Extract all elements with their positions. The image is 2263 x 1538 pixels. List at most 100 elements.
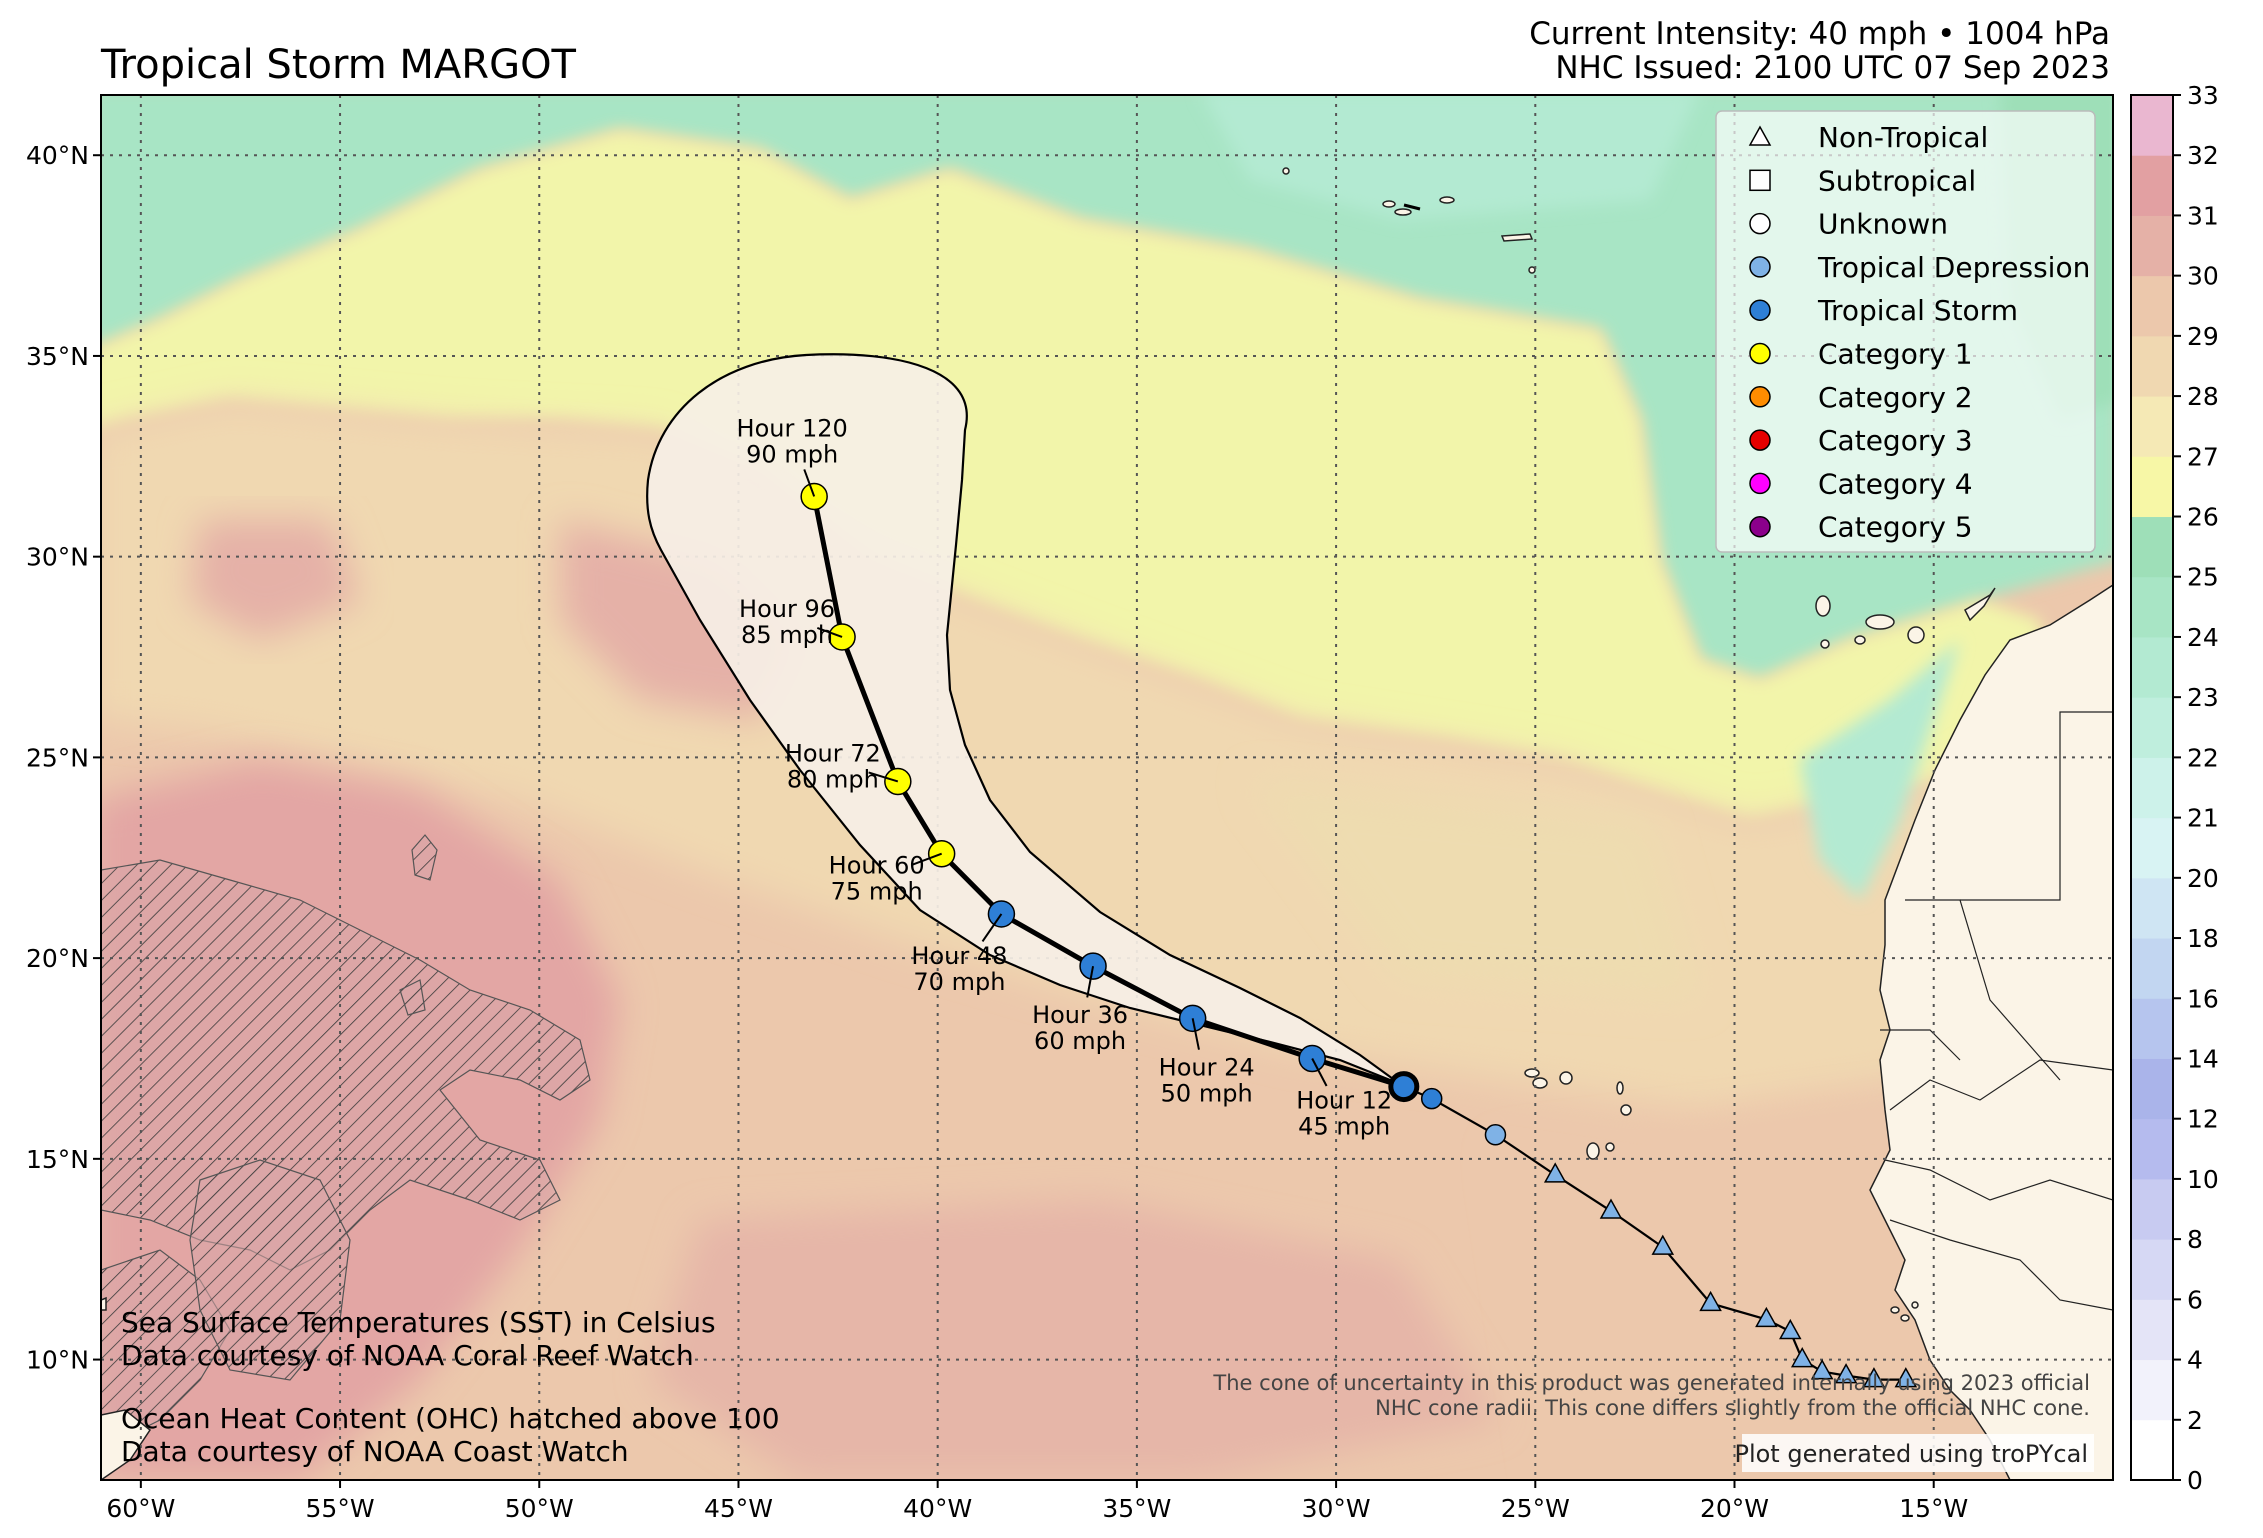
colorbar-segment bbox=[2131, 275, 2173, 337]
colorbar-tick-label: 25 bbox=[2187, 563, 2219, 592]
ohc-source-note: Data courtesy of NOAA Coast Watch bbox=[121, 1435, 629, 1468]
legend-symbol-circle bbox=[1749, 472, 1771, 495]
colorbar-tick-label: 33 bbox=[2187, 81, 2219, 110]
lon-tick-label: 50°W bbox=[505, 1494, 574, 1523]
legend-symbol-circle bbox=[1749, 256, 1771, 278]
latitude-ticks: 10°N 15°N 20°N 25°N 30°N 35°N 40°N bbox=[26, 141, 101, 1375]
lat-tick-label: 30°N bbox=[26, 543, 89, 572]
colorbar-segment bbox=[2131, 516, 2173, 578]
colorbar-tick-label: 18 bbox=[2187, 924, 2219, 953]
colorbar-segment bbox=[2131, 938, 2173, 999]
lon-tick-label: 30°W bbox=[1302, 1494, 1371, 1523]
colorbar-segment bbox=[2131, 396, 2173, 457]
nhc-issued: NHC Issued: 2100 UTC 07 Sep 2023 bbox=[1555, 50, 2110, 86]
colorbar-segment bbox=[2131, 456, 2173, 518]
colorbar-tick-label: 4 bbox=[2187, 1346, 2203, 1375]
colorbar-segment bbox=[2131, 335, 2173, 397]
forecast-leader-line bbox=[816, 627, 843, 638]
legend-symbol-circle bbox=[1749, 212, 1771, 235]
forecast-wind-label: 50 mph bbox=[1161, 1079, 1253, 1107]
forecast-hour-label: Hour 120 bbox=[737, 414, 848, 442]
colorbar-segment bbox=[2131, 1239, 2173, 1300]
colorbar-segment bbox=[2131, 1118, 2173, 1180]
colorbar-tick-label: 32 bbox=[2187, 141, 2219, 170]
colorbar-tick-label: 20 bbox=[2187, 864, 2219, 893]
colorbar-tick-label: 22 bbox=[2187, 743, 2219, 772]
forecast-points bbox=[800, 482, 1420, 1103]
forecast-leader-line bbox=[912, 852, 943, 866]
past-point-non-tropical bbox=[1894, 1367, 1918, 1388]
legend-symbol-square bbox=[1749, 169, 1771, 192]
plot-credit: Plot generated using troPYcal bbox=[1734, 1440, 2088, 1468]
current-position-point bbox=[1388, 1071, 1420, 1103]
colorbar-tick-label: 21 bbox=[2187, 804, 2219, 833]
past-point-non-tropical bbox=[1651, 1234, 1675, 1255]
colorbar-tick-label: 16 bbox=[2187, 984, 2219, 1013]
colorbar-tick-label: 24 bbox=[2187, 623, 2219, 652]
colorbar-tick-label: 8 bbox=[2187, 1225, 2203, 1254]
past-point bbox=[1420, 1087, 1443, 1110]
forecast-hour-label: Hour 48 bbox=[911, 942, 1007, 970]
past-point-non-tropical bbox=[1790, 1347, 1814, 1368]
forecast-wind-label: 90 mph bbox=[746, 440, 838, 468]
colorbar-frame bbox=[2130, 94, 2174, 1481]
lon-tick-label: 40°W bbox=[903, 1494, 972, 1523]
past-point-non-tropical bbox=[1755, 1306, 1778, 1328]
cone-of-uncertainty bbox=[646, 353, 1401, 1086]
forecast-wind-label: 75 mph bbox=[831, 878, 923, 906]
longitude-ticks: 60°W 55°W 50°W 45°W 40°W 35°W 30°W 25°W 20°W 15°W bbox=[106, 1480, 1968, 1523]
forecast-leader-line bbox=[981, 913, 1003, 943]
lon-tick-label: 45°W bbox=[704, 1494, 773, 1523]
forecast-wind-label: 80 mph bbox=[787, 765, 879, 793]
sst-source-note: Data courtesy of NOAA Coral Reef Watch bbox=[121, 1339, 694, 1372]
sst-note: Sea Surface Temperatures (SST) in Celsiu… bbox=[121, 1306, 716, 1339]
lon-tick-label: 25°W bbox=[1501, 1494, 1570, 1523]
colorbar-segment bbox=[2131, 215, 2173, 277]
legend-label: Tropical Depression bbox=[1817, 251, 2090, 284]
past-point-non-tropical bbox=[1543, 1162, 1567, 1183]
forecast-leader-line bbox=[803, 469, 816, 497]
colorbar-segment bbox=[2131, 95, 2173, 156]
lon-tick-label: 15°W bbox=[1899, 1494, 1968, 1523]
forecast-point bbox=[1178, 1004, 1207, 1033]
colorbar-tick-label: 31 bbox=[2187, 201, 2219, 230]
legend-label: Subtropical bbox=[1818, 164, 1976, 197]
legend-box bbox=[1715, 110, 2096, 553]
legend-label: Category 1 bbox=[1818, 338, 1973, 371]
colorbar-segment bbox=[2131, 877, 2173, 939]
colorbar-segment bbox=[2131, 155, 2173, 216]
colorbar-tick-label: 6 bbox=[2187, 1285, 2203, 1314]
colorbar-segment bbox=[2131, 1299, 2173, 1361]
past-point-non-tropical bbox=[1779, 1318, 1802, 1340]
current-intensity: Current Intensity: 40 mph • 1004 hPa bbox=[1529, 16, 2110, 52]
legend-symbol-circle bbox=[1749, 342, 1771, 365]
lat-tick-label: 10°N bbox=[26, 1346, 89, 1375]
colorbar-segment bbox=[2131, 636, 2173, 698]
colorbar-segment bbox=[2131, 697, 2173, 758]
colorbar-segment bbox=[2131, 998, 2173, 1059]
past-point-non-tropical bbox=[1699, 1290, 1722, 1312]
forecast-hour-label: Hour 96 bbox=[739, 595, 835, 623]
lon-tick-label: 60°W bbox=[106, 1494, 175, 1523]
legend-label: Category 3 bbox=[1818, 424, 1973, 457]
colorbar-segment bbox=[2131, 1058, 2173, 1120]
cone-disclaimer-line2: NHC cone radii. This cone differs slight… bbox=[1375, 1396, 2090, 1420]
past-point-non-tropical bbox=[1810, 1359, 1834, 1380]
colorbar-tick-label: 27 bbox=[2187, 442, 2219, 471]
colorbar-segment bbox=[2131, 1359, 2173, 1421]
forecast-wind-label: 45 mph bbox=[1298, 1112, 1390, 1140]
forecast-leader-line bbox=[868, 771, 899, 783]
lon-tick-label: 20°W bbox=[1700, 1494, 1769, 1523]
forecast-wind-label: 60 mph bbox=[1034, 1027, 1126, 1055]
forecast-leader-line bbox=[1191, 1018, 1200, 1050]
colorbar-tick-label: 30 bbox=[2187, 262, 2219, 291]
lat-tick-label: 15°N bbox=[26, 1145, 89, 1174]
forecast-hour-label: Hour 72 bbox=[785, 739, 881, 767]
forecast-hour-label: Hour 24 bbox=[1159, 1053, 1255, 1081]
legend-label: Non-Tropical bbox=[1818, 121, 1988, 154]
legend-symbol-triangle bbox=[1748, 125, 1772, 146]
lat-tick-label: 35°N bbox=[26, 342, 89, 371]
